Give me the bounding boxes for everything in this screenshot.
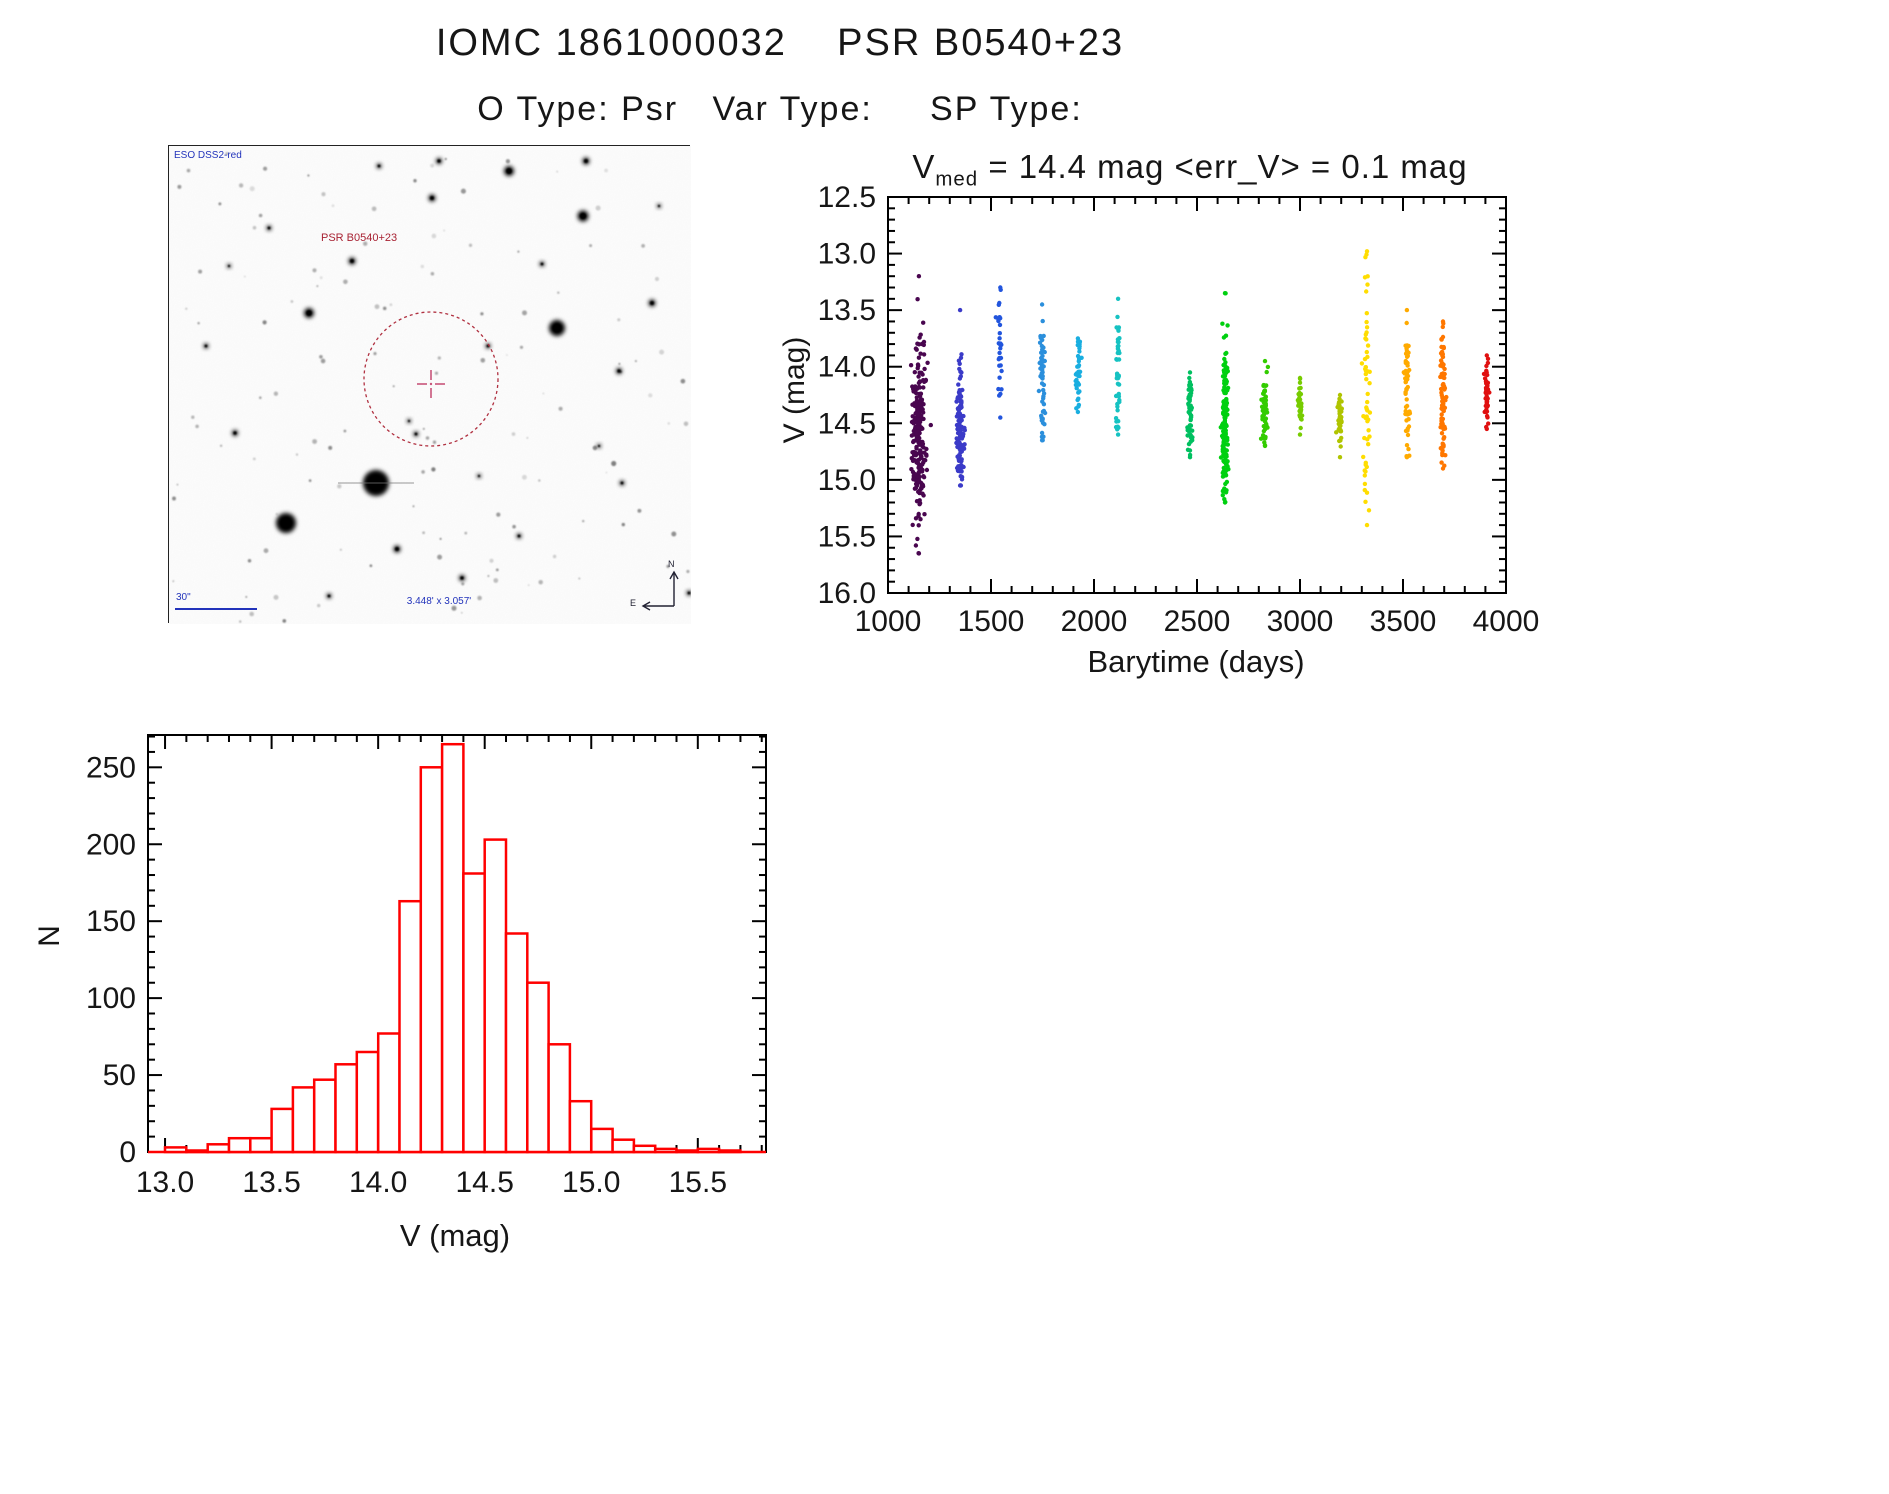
- tick-label: 14.5: [456, 1166, 514, 1199]
- tick-label: 150: [86, 905, 136, 938]
- scatter-title-sub: med: [935, 167, 979, 191]
- tick-label: 15.5: [818, 520, 876, 553]
- scatter-y-axis-label: V (mag): [778, 336, 811, 444]
- compass-east-label: E: [630, 598, 637, 608]
- tick-label: 2000: [1061, 605, 1128, 638]
- scatter-points: [908, 249, 1492, 556]
- tick-label: 13.5: [818, 294, 876, 327]
- tick-label: 3000: [1267, 605, 1334, 638]
- fov-label: 3.448' x 3.057': [406, 596, 472, 607]
- tick-label: 16.0: [818, 577, 876, 610]
- finding-chart: ESO DSS2-red PSR B0540+23 30" 3.448' x 3…: [168, 145, 691, 624]
- target-label: PSR B0540+23: [321, 232, 398, 244]
- target-circle: [363, 311, 499, 447]
- histogram-plot: 13.0 13.5 14.0 14.5 15.0 15.5 0 50 100 150 200 250: [40, 710, 830, 1290]
- tick-label: 3500: [1370, 605, 1437, 638]
- histogram-bars: [148, 742, 766, 1154]
- tick-label: 200: [86, 828, 136, 861]
- tick-label: 13.5: [242, 1166, 300, 1199]
- scatter-title-rest: = 14.4 mag <err_V> = 0.1 mag: [978, 148, 1468, 185]
- tick-label: 13.0: [818, 238, 876, 271]
- tick-label: 4000: [1473, 605, 1540, 638]
- tick-label: 13.0: [136, 1166, 194, 1199]
- scatter-plot-svg: 1000 1500 2000 2500 3000 3500 4000 12.5 13.0 13.5…: [818, 181, 1540, 638]
- scatter-axes: [887, 196, 1507, 594]
- tick-label: 100: [86, 982, 136, 1015]
- scatter-title: Vmed = 14.4 mag <err_V> = 0.1 mag: [860, 148, 1520, 192]
- compass-north-label: N: [668, 559, 675, 569]
- scatter-title-v: V: [912, 148, 936, 185]
- scale-bar: [175, 608, 257, 610]
- page-title: IOMC 1861000032 PSR B0540+23: [435, 22, 1125, 64]
- compass: [641, 570, 679, 611]
- tick-label: 2500: [1164, 605, 1231, 638]
- histogram-x-axis-label: V (mag): [399, 1218, 511, 1253]
- tick-label: 15.0: [562, 1166, 620, 1199]
- tick-label: 15.0: [818, 464, 876, 497]
- tick-label: 1000: [855, 605, 922, 638]
- scatter-plot: 1000 1500 2000 2500 3000 3500 4000 12.5 13.0 13.5…: [760, 140, 1540, 710]
- tick-label: 250: [86, 751, 136, 784]
- sky-background: [169, 146, 691, 624]
- tick-label: 15.5: [669, 1166, 727, 1199]
- tick-label: 50: [103, 1059, 136, 1092]
- tick-label: 1500: [958, 605, 1025, 638]
- tick-label: 14.0: [818, 351, 876, 384]
- survey-label: ESO DSS2-red: [174, 150, 242, 161]
- histogram-y-axis-label: N: [33, 925, 66, 947]
- tick-label: 12.5: [818, 181, 876, 214]
- tick-label: 0: [119, 1136, 136, 1169]
- scatter-x-axis-label: Barytime (days): [1087, 644, 1305, 679]
- finding-chart-image: [169, 146, 691, 624]
- tick-label: 14.5: [818, 407, 876, 440]
- faint-stars: [172, 152, 690, 623]
- page-subtitle: O Type: Psr Var Type: SP Type:: [477, 90, 1083, 128]
- histogram-plot-svg: 13.0 13.5 14.0 14.5 15.0 15.5 0 50 100 150 200 250: [86, 734, 767, 1199]
- target-crosshair: [417, 370, 445, 398]
- tick-label: 14.0: [349, 1166, 407, 1199]
- scale-label: 30": [176, 592, 191, 603]
